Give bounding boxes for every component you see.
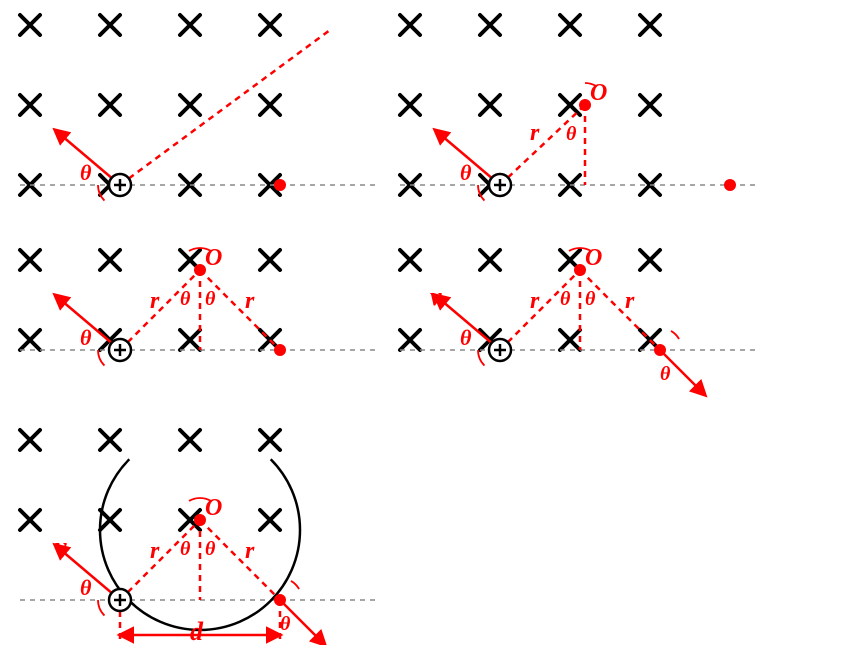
svg-text:v: v — [430, 282, 442, 311]
svg-text:d: d — [190, 617, 204, 645]
svg-text:θ: θ — [460, 160, 472, 185]
svg-text:θ: θ — [180, 288, 191, 310]
svg-text:θ: θ — [205, 538, 216, 560]
svg-text:r: r — [245, 288, 255, 314]
svg-text:θ: θ — [80, 575, 92, 600]
svg-text:θ: θ — [460, 325, 472, 350]
svg-text:r: r — [150, 288, 160, 314]
svg-text:r: r — [625, 288, 635, 314]
svg-text:θ: θ — [80, 160, 92, 185]
svg-text:O: O — [590, 80, 607, 106]
svg-text:O: O — [205, 245, 222, 271]
svg-text:v: v — [55, 532, 67, 561]
svg-text:θ: θ — [660, 363, 671, 385]
svg-text:θ: θ — [80, 325, 92, 350]
svg-text:θ: θ — [280, 613, 291, 635]
svg-text:θ: θ — [560, 288, 571, 310]
svg-text:θ: θ — [585, 288, 596, 310]
svg-text:θ: θ — [205, 288, 216, 310]
svg-text:r: r — [150, 538, 160, 564]
svg-text:θ: θ — [566, 123, 577, 145]
svg-text:O: O — [585, 245, 602, 271]
svg-text:θ: θ — [180, 538, 191, 560]
svg-text:r: r — [530, 288, 540, 314]
svg-text:r: r — [245, 538, 255, 564]
svg-text:O: O — [205, 495, 222, 521]
diagram-svg: θθθOrθOrrθθθOrrθθθvθOrrθθθvd — [0, 0, 860, 645]
svg-text:r: r — [530, 120, 540, 146]
